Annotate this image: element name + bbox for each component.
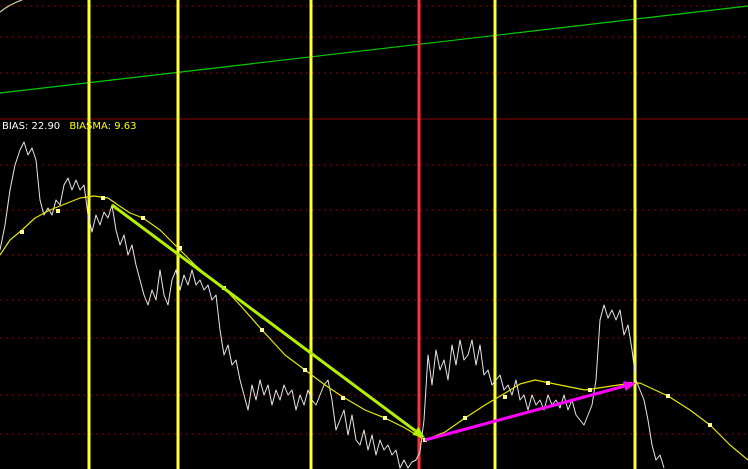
trend-arrows (111, 203, 636, 442)
biasma-marker-2 (101, 196, 105, 200)
biasma-marker-6 (260, 328, 264, 332)
indicator-legend: BIAS: 22.90 BIASMA: 9.63 (2, 121, 136, 133)
biasma-marker-17 (708, 423, 712, 427)
biasma-marker-12 (503, 395, 507, 399)
biasma-markers (20, 196, 712, 442)
upper-ma-line (0, 5, 748, 94)
upper-panel (0, 5, 748, 94)
biasma-legend-label: BIASMA: 9.63 (69, 121, 137, 132)
biasma-marker-1 (56, 209, 60, 213)
bias-legend-label: BIAS: 22.90 (2, 121, 61, 132)
biasma-marker-4 (178, 246, 182, 250)
biasma-marker-3 (141, 216, 145, 220)
signal-lines (87, 0, 637, 469)
biasma-marker-13 (546, 381, 550, 385)
biasma-marker-9 (383, 416, 387, 420)
biasma-marker-14 (588, 388, 592, 392)
biasma-marker-11 (463, 416, 467, 420)
trend-arrow-head-0 (412, 426, 425, 438)
biasma-marker-0 (20, 230, 24, 234)
trend-arrow-shaft-1 (424, 384, 625, 442)
biasma-marker-16 (666, 394, 670, 398)
biasma-marker-8 (341, 396, 345, 400)
biasma-marker-7 (303, 368, 307, 372)
upper-panel-arc (0, 0, 23, 13)
grid-lines (0, 5, 748, 435)
trend-arrow-shaft-0 (111, 203, 417, 433)
trend-arrow-head-1 (623, 381, 636, 391)
bias-line (0, 141, 665, 469)
